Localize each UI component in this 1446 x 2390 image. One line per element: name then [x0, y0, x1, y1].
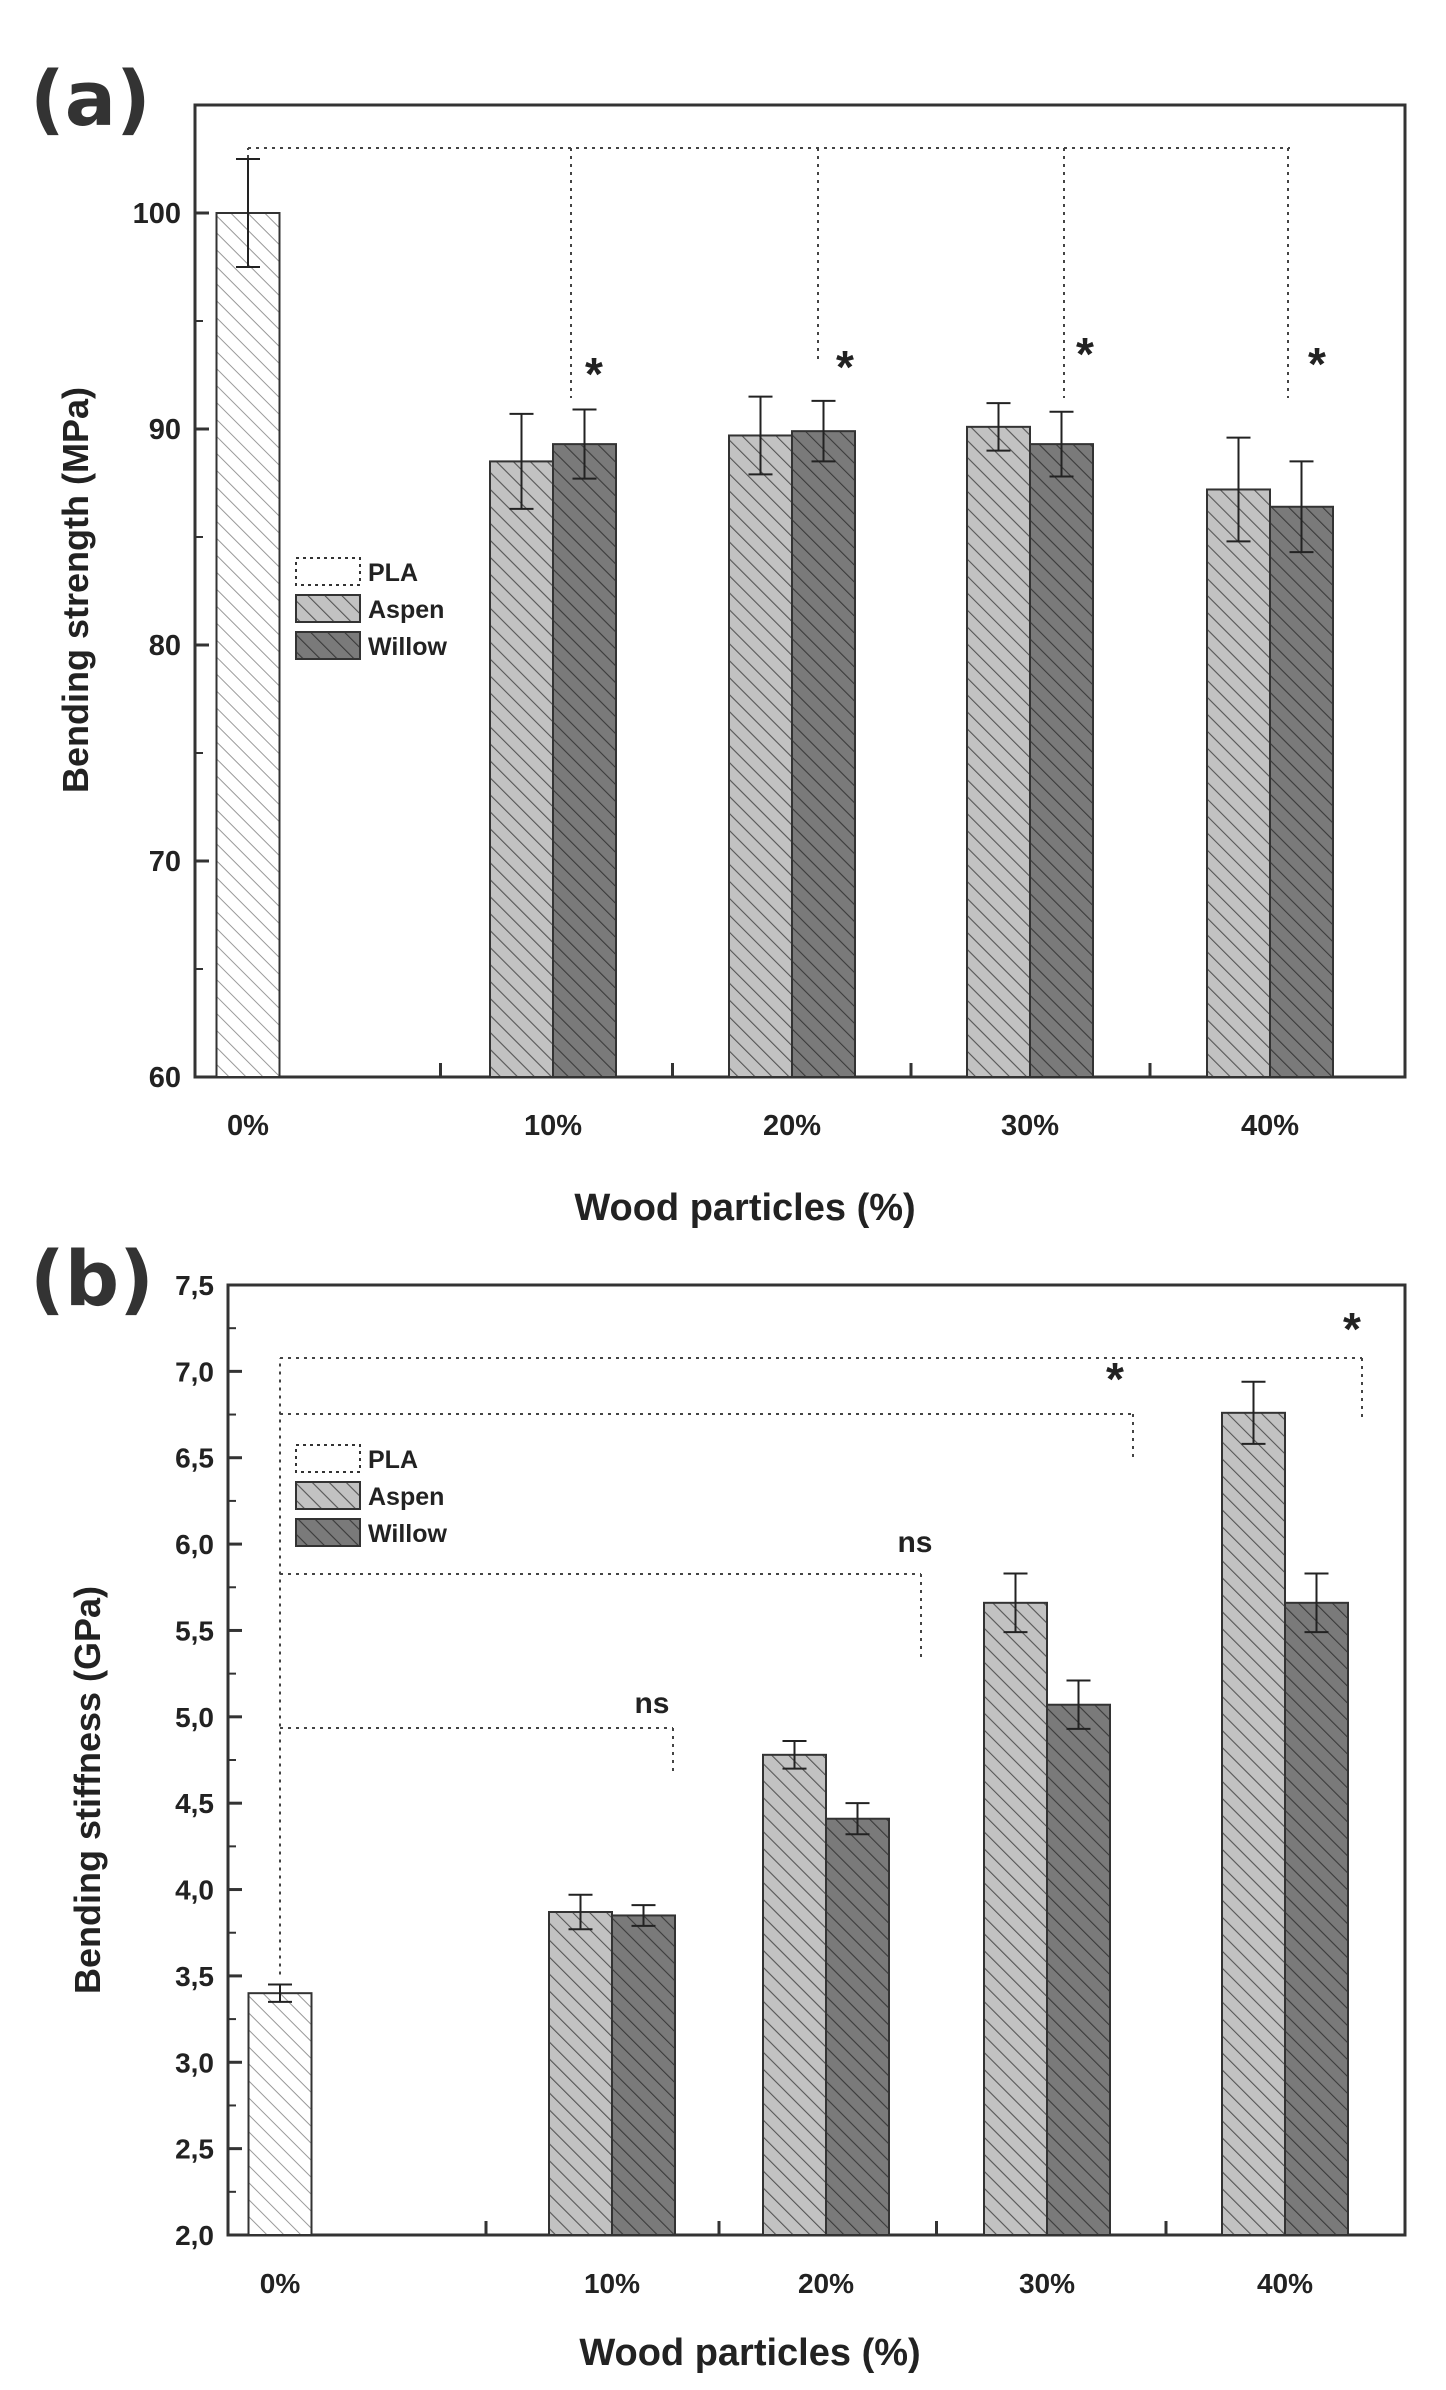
bar-hatch: [1206, 488, 1271, 1079]
bar-hatch: [728, 434, 793, 1079]
y-tick-label: 6,0: [175, 1529, 214, 1560]
x-tick-label: 40%: [1241, 1110, 1299, 1142]
panel-a-legend: PLA Aspen Willow: [295, 557, 447, 661]
panel-b-error-bars: [268, 1380, 1329, 2003]
panel-a-significance-labels: * * * *: [585, 328, 1326, 400]
panel-b-legend: PLA Aspen Willow: [295, 1444, 447, 1548]
bar-hatch: [489, 460, 554, 1078]
legend-swatch-pla: [296, 1445, 360, 1472]
significance-label: ns: [634, 1687, 669, 1720]
y-tick-label: 7,0: [175, 1356, 214, 1387]
y-tick-label: 70: [149, 846, 181, 878]
panel-b-ylabel: Bending stiffness (GPa): [67, 1586, 108, 1994]
panel-a-ylabel: Bending strength (MPa): [55, 387, 96, 793]
bar-hatch: [247, 1992, 313, 2236]
bar-hatch: [1221, 1411, 1286, 2237]
legend-label: Aspen: [368, 1483, 444, 1511]
bar-hatch: [548, 1911, 613, 2236]
y-tick-label: 2,0: [175, 2220, 214, 2251]
panel-a: (a) Bending strength (MPa) Wood particle…: [30, 54, 1407, 1229]
x-tick-label: 10%: [524, 1110, 582, 1142]
significance-label: *: [1343, 1303, 1361, 1355]
legend-label: Aspen: [368, 596, 444, 624]
legend-label: PLA: [368, 1446, 418, 1474]
panel-a-error-bars: [236, 158, 1314, 554]
panel-b-significance-lines: [279, 1357, 1363, 1975]
x-tick-label: 30%: [1019, 2268, 1075, 2299]
significance-label: *: [1106, 1353, 1124, 1405]
panel-a-bars: [215, 212, 1334, 1079]
y-tick-label: 80: [149, 630, 181, 662]
bar-hatch: [215, 212, 281, 1078]
legend-swatch-border: [295, 1518, 361, 1547]
panel-a-label: (a): [30, 54, 151, 143]
panel-b-xlabel: Wood particles (%): [579, 2332, 920, 2374]
panel-b-significance-labels: ns ns * *: [634, 1303, 1361, 1720]
y-tick-label: 6,5: [175, 1443, 214, 1474]
significance-label: *: [836, 341, 854, 393]
bar-hatch: [983, 1601, 1048, 2237]
y-tick-label: 3,5: [175, 1961, 214, 1992]
x-tick-label: 20%: [798, 2268, 854, 2299]
y-tick-label: 90: [149, 414, 181, 446]
x-tick-label: 10%: [584, 2268, 640, 2299]
bar-hatch: [791, 430, 856, 1079]
bar-hatch: [762, 1753, 827, 2237]
legend-swatch-border: [295, 1444, 361, 1473]
panel-b: (b) Bending stiffness (GPa) Wood particl…: [30, 1234, 1407, 2374]
y-tick-label: 2,5: [175, 2134, 214, 2165]
x-tick-label: 40%: [1257, 2268, 1313, 2299]
panel-b-label: (b): [30, 1234, 154, 1323]
x-tick-label: 30%: [1001, 1110, 1059, 1142]
y-tick-label: 5,0: [175, 1702, 214, 1733]
bar-hatch: [611, 1914, 676, 2237]
significance-label: *: [585, 348, 603, 400]
significance-label: *: [1308, 338, 1326, 390]
legend-label: Willow: [368, 1520, 447, 1548]
significance-label: ns: [897, 1526, 932, 1559]
panel-b-bars: [247, 1411, 1349, 2237]
legend-label: PLA: [368, 559, 418, 587]
panel-a-xlabel: Wood particles (%): [574, 1187, 915, 1229]
legend-swatch-border: [295, 631, 361, 660]
y-tick-label: 7,5: [175, 1270, 214, 1301]
legend-swatch-border: [295, 557, 361, 586]
bar-hatch: [1284, 1601, 1349, 2237]
y-tick-label: 4,0: [175, 1875, 214, 1906]
bar-hatch: [1046, 1703, 1111, 2236]
x-tick-label: 20%: [763, 1110, 821, 1142]
legend-label: Willow: [368, 633, 447, 661]
legend-swatch-pla: [296, 558, 360, 585]
legend-swatch-border: [295, 594, 361, 623]
y-tick-label: 5,5: [175, 1615, 214, 1646]
x-tick-label: 0%: [260, 2268, 301, 2299]
x-tick-label: 0%: [227, 1110, 269, 1142]
bar-hatch: [966, 425, 1031, 1078]
y-tick-label: 4,5: [175, 1788, 214, 1819]
legend-swatch-border: [295, 1481, 361, 1510]
panel-b-ticks: 2,0 2,5 3,0 3,5 4,0 4,5 5,0 5,5 6,0 6,5 7,0 7,5 0% 10…: [175, 1270, 1313, 2299]
bar-hatch: [1269, 505, 1334, 1078]
significance-label: *: [1076, 328, 1094, 380]
panel-a-ticks: 60 70 80 90 100 0% 10% 20% 30% 40%: [133, 198, 1300, 1142]
y-tick-label: 3,0: [175, 2047, 214, 2078]
y-tick-label: 100: [133, 198, 181, 230]
bar-hatch: [1029, 443, 1094, 1078]
panel-a-significance-lines: [247, 147, 1290, 398]
y-tick-label: 60: [149, 1062, 181, 1094]
bar-hatch: [825, 1817, 890, 2237]
bar-hatch: [552, 443, 617, 1078]
